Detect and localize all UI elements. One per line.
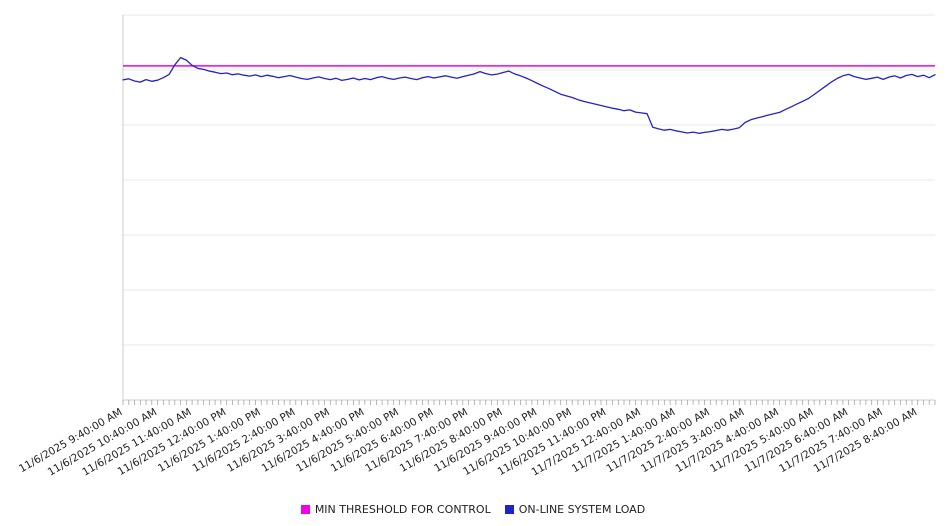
legend-label-online-system-load: ON-LINE SYSTEM LOAD [518, 502, 646, 516]
online-system-load-line [122, 56, 936, 134]
chart-legend: MIN THRESHOLD FOR CONTROL ON-LINE SYSTEM… [0, 494, 946, 524]
legend-item-online-system-load: ON-LINE SYSTEM LOAD [504, 502, 646, 516]
legend-item-min-threshold: MIN THRESHOLD FOR CONTROL [300, 502, 491, 516]
legend-swatch-min-threshold-icon [300, 504, 310, 514]
legend-swatch-online-system-load-icon [504, 504, 514, 514]
legend-label-min-threshold: MIN THRESHOLD FOR CONTROL [314, 502, 491, 516]
